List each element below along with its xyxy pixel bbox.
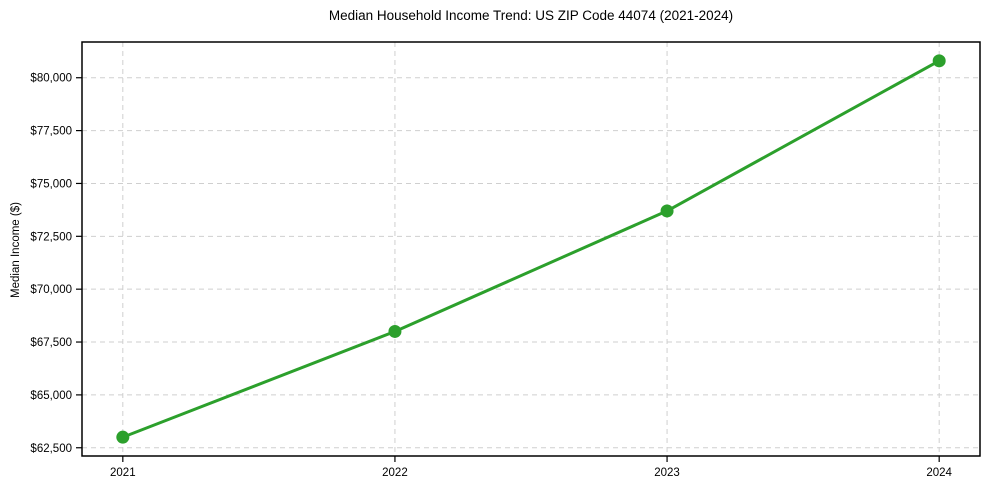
y-tick-label: $65,000 (30, 390, 72, 402)
data-point-2021 (116, 430, 130, 444)
x-tick-label: 2024 (926, 467, 952, 479)
grid-layer (82, 42, 980, 456)
y-tick-label: $75,000 (30, 178, 72, 190)
y-tick-label: $70,000 (30, 284, 72, 296)
data-point-2022 (388, 324, 402, 338)
y-tick-label: $72,500 (30, 231, 72, 243)
trend-line (121, 59, 941, 439)
x-tick-label: 2022 (382, 467, 408, 479)
plot-border (81, 41, 981, 457)
x-tick-label: 2023 (654, 467, 680, 479)
y-tick-label: $67,500 (30, 337, 72, 349)
data-point-2024 (932, 54, 946, 68)
y-axis-label: Median Income ($) (10, 202, 22, 298)
data-point-2023 (660, 204, 674, 218)
series-layer (116, 54, 946, 444)
x-tick-label: 2021 (110, 467, 136, 479)
axes-layer: $62,500 $65,000 $67,500 $70,000 $72,500 $75,0… (30, 41, 981, 479)
y-tick-label: $77,500 (30, 126, 72, 138)
y-tick-label: $62,500 (30, 443, 72, 455)
chart-title: Median Household Income Trend: US ZIP Co… (329, 8, 733, 23)
y-tick-label: $80,000 (30, 73, 72, 85)
